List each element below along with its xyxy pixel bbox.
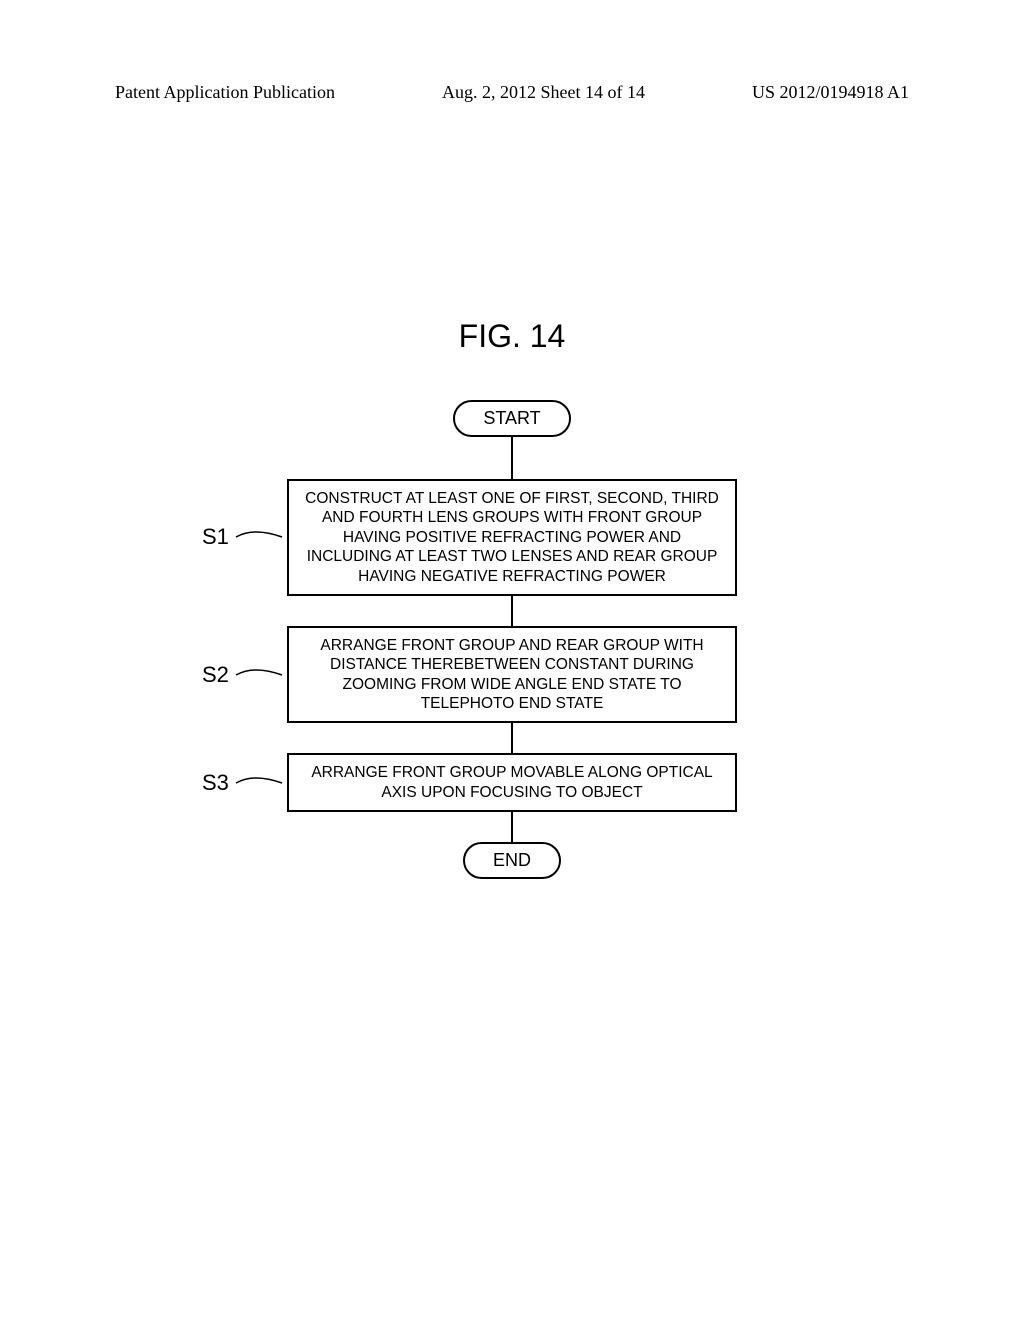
figure-title: FIG. 14 <box>459 318 566 355</box>
label-connector-icon <box>234 665 284 685</box>
header-date-sheet: Aug. 2, 2012 Sheet 14 of 14 <box>442 82 645 103</box>
step-label-s2: S2 <box>202 662 229 688</box>
start-terminal: START <box>453 400 570 437</box>
connector-line <box>511 596 513 626</box>
process-box-s1: CONSTRUCT AT LEAST ONE OF FIRST, SECOND,… <box>287 479 737 596</box>
step-label-s3: S3 <box>202 770 229 796</box>
process-box-s3: ARRANGE FRONT GROUP MOVABLE ALONG OPTICA… <box>287 753 737 812</box>
label-connector-icon <box>234 773 284 793</box>
end-terminal: END <box>463 842 561 879</box>
connector-line <box>511 437 513 479</box>
step-label-s1: S1 <box>202 524 229 550</box>
process-box-s2: ARRANGE FRONT GROUP AND REAR GROUP WITH … <box>287 626 737 724</box>
header-publication-number: US 2012/0194918 A1 <box>752 82 909 103</box>
step-row: S1 CONSTRUCT AT LEAST ONE OF FIRST, SECO… <box>202 479 822 596</box>
step-row: S2 ARRANGE FRONT GROUP AND REAR GROUP WI… <box>202 626 822 724</box>
connector-line <box>511 812 513 842</box>
connector-line <box>511 723 513 753</box>
label-connector-icon <box>234 527 284 547</box>
flowchart-container: START S1 CONSTRUCT AT LEAST ONE OF FIRST… <box>202 400 822 879</box>
header-publication-type: Patent Application Publication <box>115 82 335 103</box>
step-row: S3 ARRANGE FRONT GROUP MOVABLE ALONG OPT… <box>202 753 822 812</box>
